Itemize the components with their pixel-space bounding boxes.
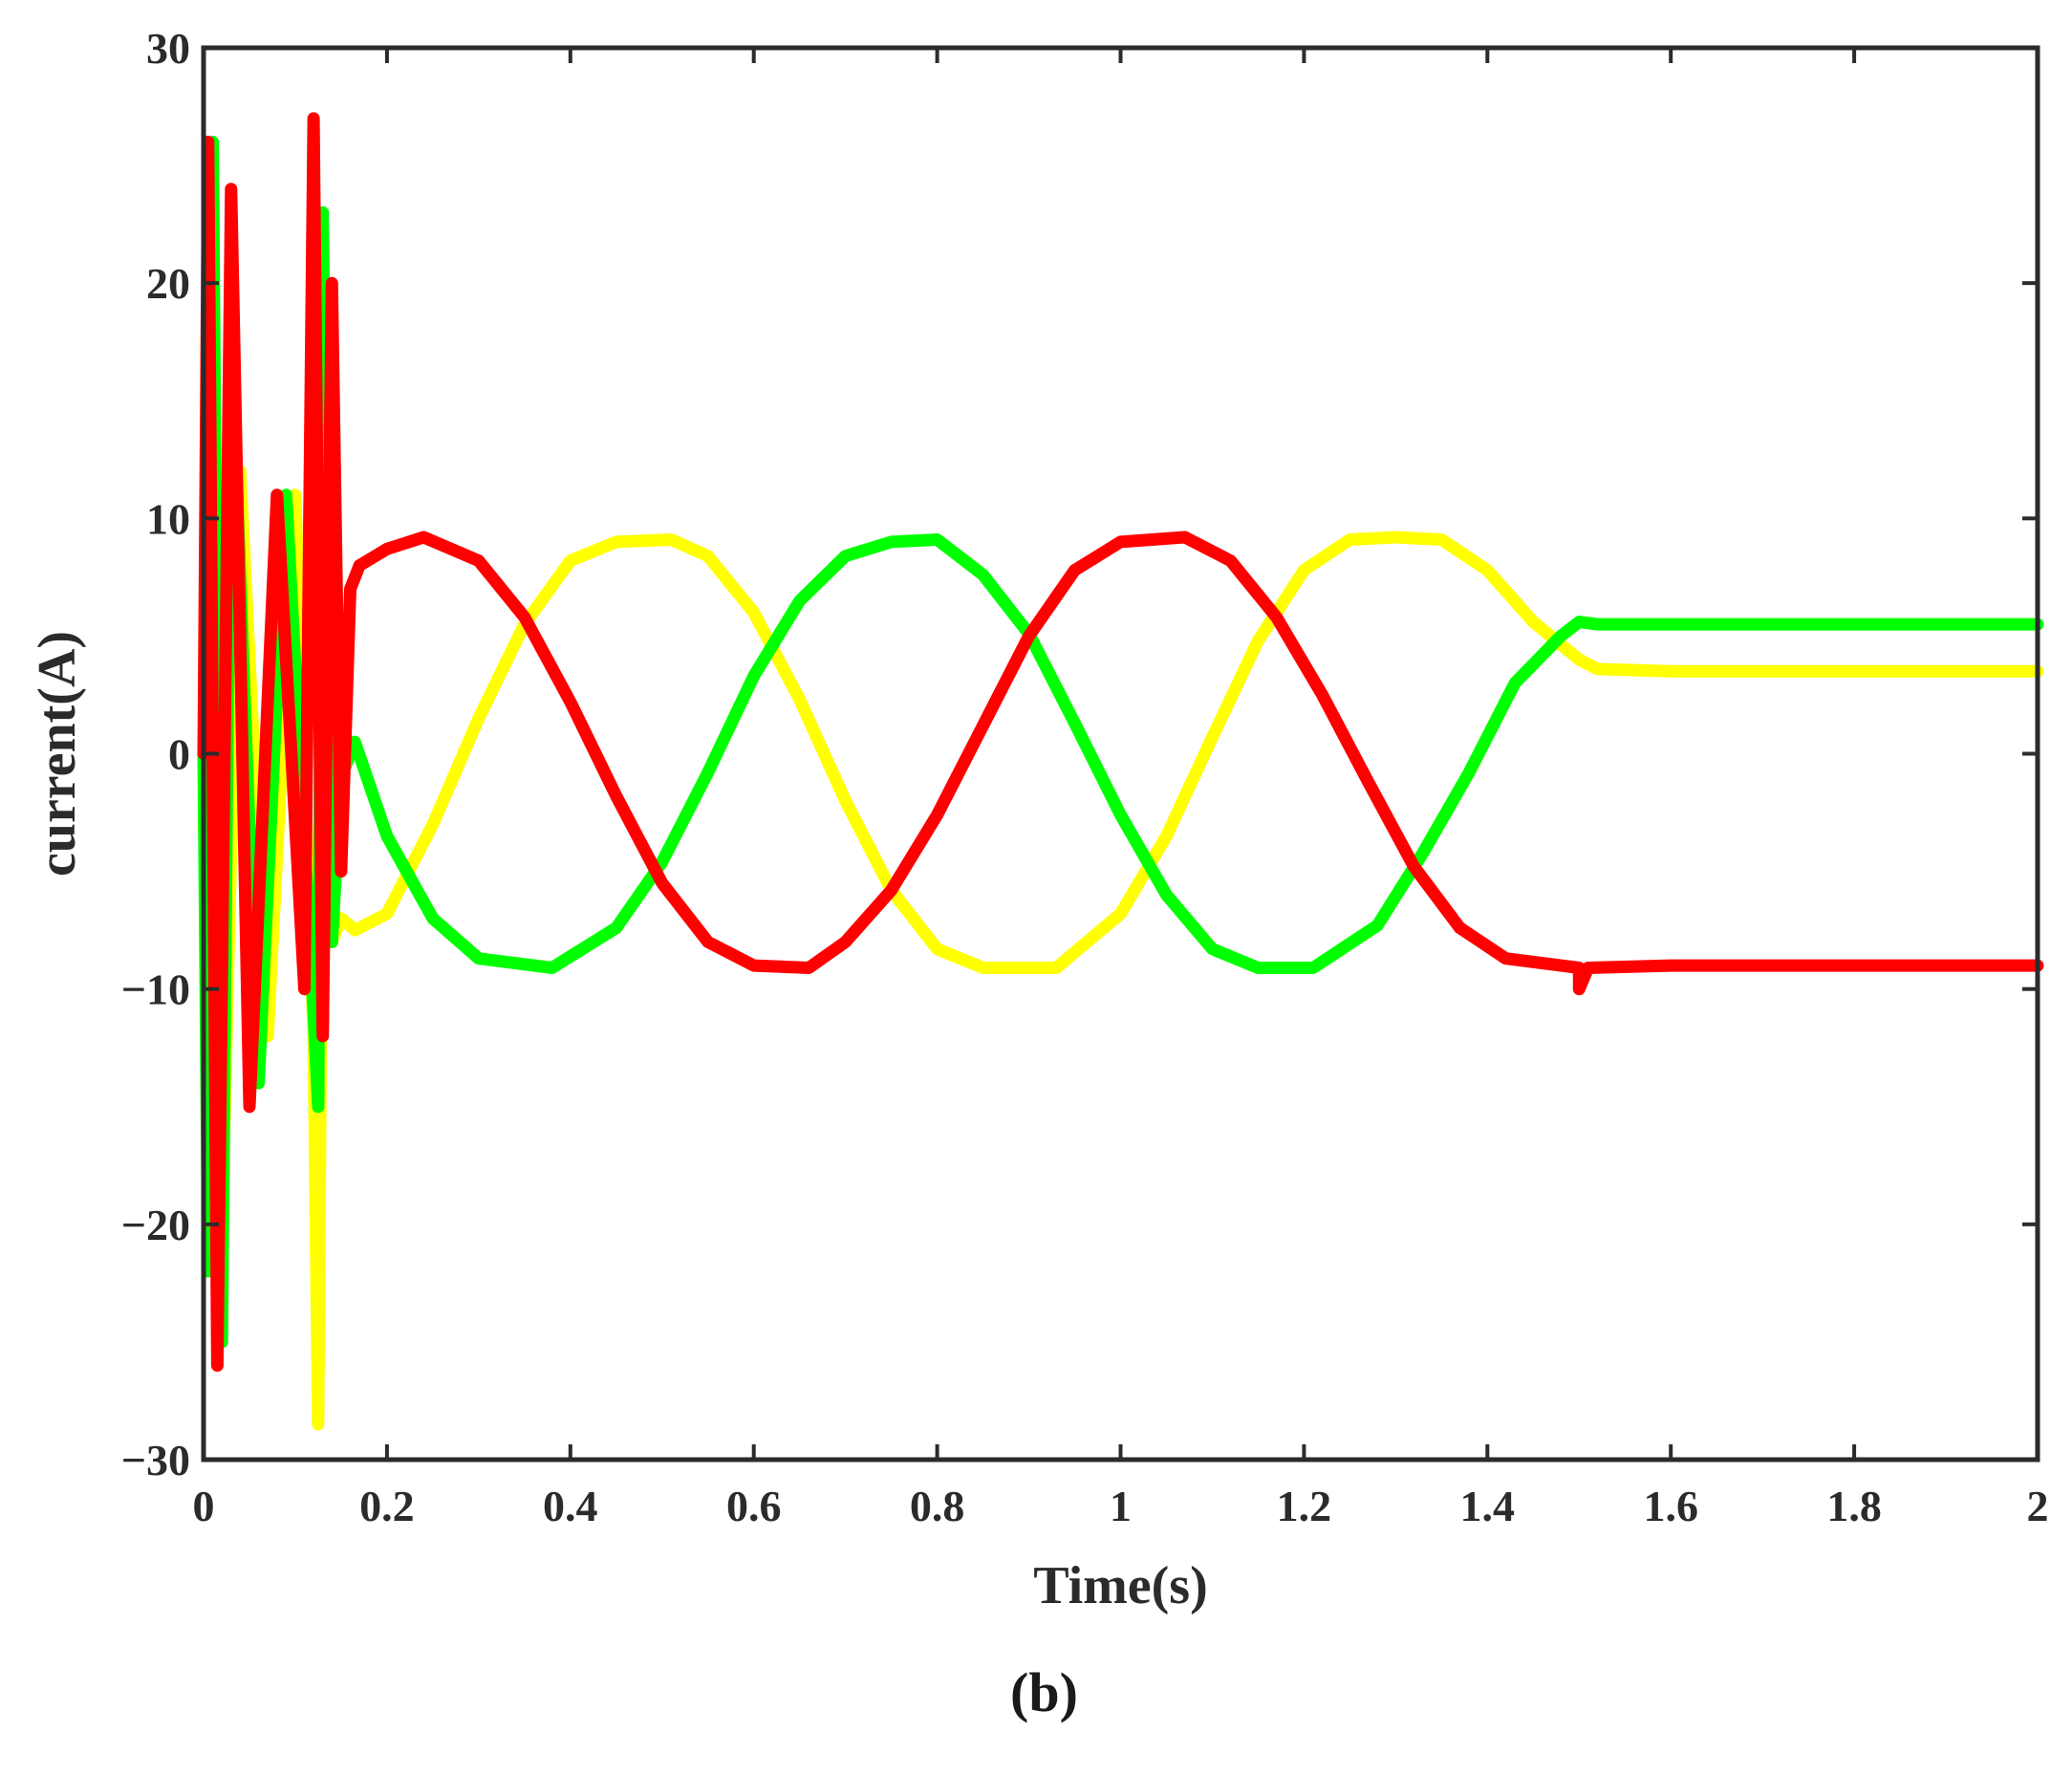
x-tick-label: 0.4	[543, 1482, 598, 1530]
y-tick-label: −10	[121, 965, 190, 1014]
x-tick-label: 1.8	[1826, 1482, 1882, 1530]
figure-caption: (b)	[1010, 1661, 1078, 1723]
y-tick-label: 30	[146, 24, 190, 73]
x-tick-label: 1.4	[1460, 1482, 1516, 1530]
x-tick-label: 1.2	[1277, 1482, 1332, 1530]
y-tick-label: 0	[168, 730, 190, 779]
x-tick-label: 0	[193, 1482, 215, 1530]
x-tick-label: 1.6	[1643, 1482, 1698, 1530]
x-tick-label: 0.8	[910, 1482, 965, 1530]
y-axis-label: current(A)	[28, 631, 87, 877]
series-line-3	[197, 112, 2044, 1372]
series-line-2	[197, 136, 2044, 1349]
x-tick-label: 0.6	[726, 1482, 782, 1530]
y-tick-label: 10	[146, 494, 190, 543]
x-tick-label: 1	[1110, 1482, 1132, 1530]
x-tick-label: 0.2	[359, 1482, 415, 1530]
series-layer	[197, 112, 2044, 1431]
y-tick-label: −30	[121, 1436, 190, 1484]
y-tick-label: 20	[146, 259, 190, 308]
x-tick-label: 2	[2027, 1482, 2049, 1530]
y-tick-label: −20	[121, 1201, 190, 1249]
x-axis-label: Time(s)	[1033, 1556, 1208, 1615]
tick-layer: 0 0.2 0.4 0.6 0.8 1 1.2 1.4 1.6 1.8 2 −30 −20 −10 0 10 2…	[121, 24, 2049, 1530]
